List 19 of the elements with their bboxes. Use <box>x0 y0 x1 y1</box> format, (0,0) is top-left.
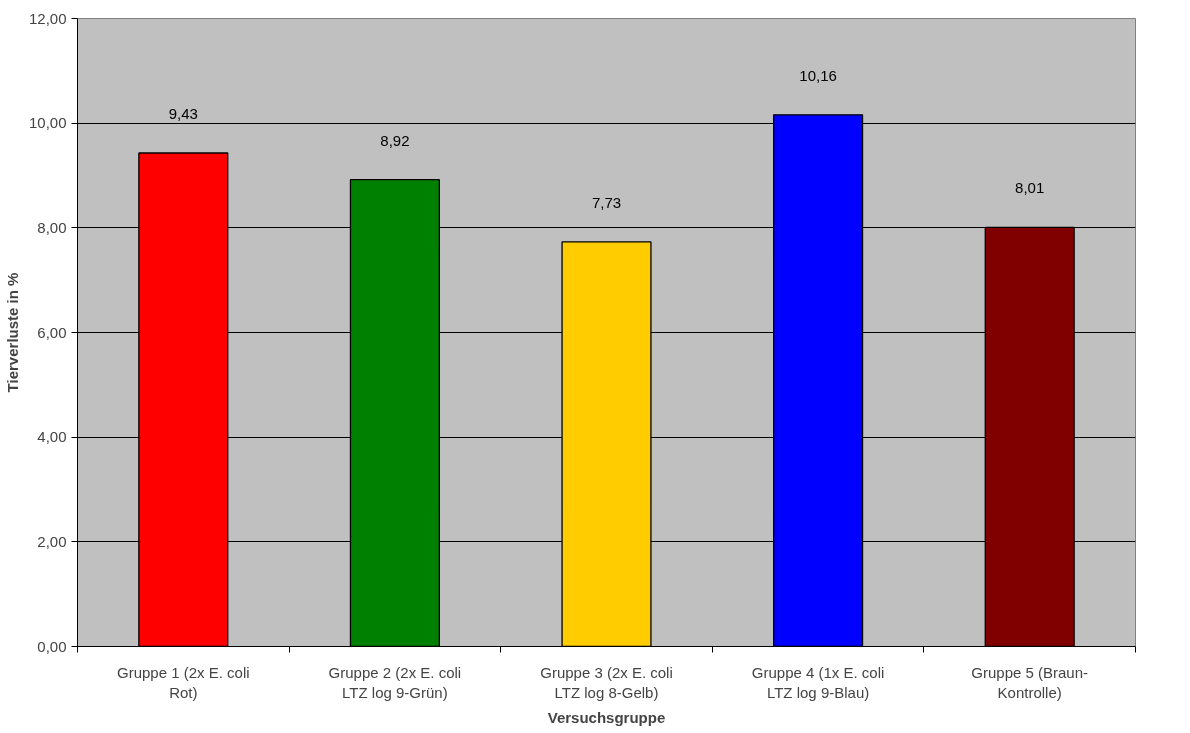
data-label: 8,01 <box>1015 179 1045 197</box>
data-label: 10,16 <box>799 66 837 84</box>
y-axis-title: Tierverluste in % <box>3 272 21 393</box>
y-tick-label: 6,00 <box>37 323 67 341</box>
x-tick-label: Gruppe 4 (1x E. coli LTZ log 9-Blau) <box>751 663 885 701</box>
data-label: 7,73 <box>591 193 622 211</box>
x-tick-label: Gruppe 2 (2x E. coli LTZ log 9-Grün) <box>328 663 462 701</box>
y-tick-label: 12,00 <box>28 9 67 27</box>
y-tick-label: 4,00 <box>37 428 67 446</box>
x-tick-label: Gruppe 3 (2x E. coli LTZ log 8-Gelb) <box>540 663 673 701</box>
y-tick-label: 0,00 <box>37 637 67 655</box>
x-tick-label: Gruppe 1 (2x E. coli Rot) <box>117 663 250 701</box>
y-tick-label: 10,00 <box>28 114 67 132</box>
data-label: 8,92 <box>380 131 410 149</box>
y-tick-label: 2,00 <box>37 532 67 550</box>
y-tick-label: 8,00 <box>37 218 67 236</box>
data-label: 9,43 <box>168 105 198 122</box>
x-axis-title: Versuchsgruppe <box>547 708 666 726</box>
x-tick-label: Gruppe 5 (Braun- Kontrolle) <box>971 663 1089 701</box>
